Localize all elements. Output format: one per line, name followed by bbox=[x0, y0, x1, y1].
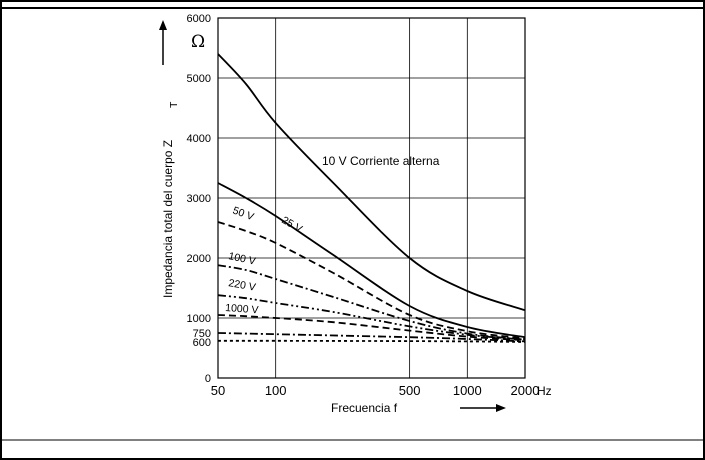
series-lines bbox=[217, 53, 526, 343]
series-label-50v: 50 V bbox=[231, 205, 255, 224]
y-tick-label: 6000 bbox=[187, 13, 211, 25]
series-line-8 bbox=[218, 339, 526, 343]
series-line-1 bbox=[217, 53, 526, 312]
x-tick-label: 2000 bbox=[511, 383, 540, 398]
series-label-1000v: 1000 V bbox=[225, 302, 259, 316]
y-tick-label: 1000 bbox=[187, 313, 211, 325]
x-tick-labels: 50 100 500 1000 2000 bbox=[211, 383, 540, 398]
y-tick-label: 750 bbox=[193, 328, 211, 340]
y-unit-omega: Ω bbox=[191, 32, 205, 52]
x-tick-label: 1000 bbox=[453, 383, 482, 398]
grid bbox=[218, 18, 525, 378]
y-axis-label: Impedancia total del cuerpo Z bbox=[161, 140, 175, 298]
series-line-5 bbox=[217, 294, 526, 341]
x-arrow-head bbox=[496, 404, 506, 412]
y-tick-label: 3000 bbox=[187, 193, 211, 205]
series-label-220v: 220 V bbox=[227, 277, 256, 294]
series-line-7 bbox=[217, 332, 526, 343]
x-tick-label: 500 bbox=[399, 383, 421, 398]
y-tick-label: 0 bbox=[205, 373, 211, 385]
series-line-4 bbox=[217, 264, 526, 341]
y-tick-label: 2000 bbox=[187, 253, 211, 265]
x-axis-label: Frecuencia f bbox=[331, 401, 398, 415]
x-unit-hz: Hz bbox=[537, 384, 552, 398]
x-tick-label: 100 bbox=[265, 383, 287, 398]
series-label-100v: 100 V bbox=[227, 250, 256, 267]
y-tick-label: 600 bbox=[193, 337, 211, 349]
x-tick-label: 50 bbox=[211, 383, 225, 398]
series-label-10v: 10 V Corriente alterna bbox=[322, 154, 440, 168]
y-arrow-head bbox=[159, 20, 167, 30]
series-line-2 bbox=[217, 182, 526, 339]
y-tick-label: 5000 bbox=[187, 73, 211, 85]
series-line-6 bbox=[217, 314, 526, 342]
series-line-3 bbox=[217, 221, 526, 340]
y-tick-label: 4000 bbox=[187, 133, 211, 145]
y-axis-label-subscript: T bbox=[168, 101, 180, 108]
